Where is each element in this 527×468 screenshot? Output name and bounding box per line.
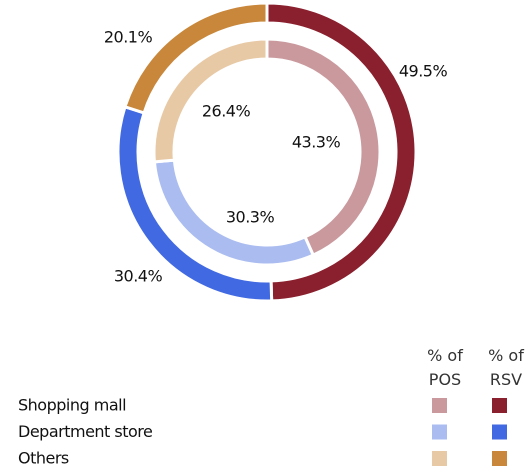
data-label: 49.5%: [399, 62, 448, 81]
legend-label: Department store: [18, 422, 152, 441]
data-label: 30.3%: [226, 208, 275, 227]
donut-segment: [152, 37, 269, 164]
data-label: 26.4%: [202, 102, 251, 121]
legend-swatch: [432, 398, 447, 413]
legend-label: Shopping mall: [18, 396, 126, 415]
legend-label: Others: [18, 449, 69, 468]
data-label: 43.3%: [292, 133, 341, 152]
data-label: 20.1%: [104, 28, 153, 47]
legend-swatch: [492, 451, 507, 466]
legend-header: % of RSV: [488, 346, 524, 389]
legend-swatch: [492, 424, 507, 440]
data-label: 30.4%: [114, 267, 163, 286]
legend-header: % of POS: [427, 346, 463, 389]
legend-swatch: [492, 398, 507, 413]
donut-segment: [123, 1, 269, 115]
legend-swatch: [432, 424, 447, 440]
legend-swatch: [432, 451, 447, 466]
